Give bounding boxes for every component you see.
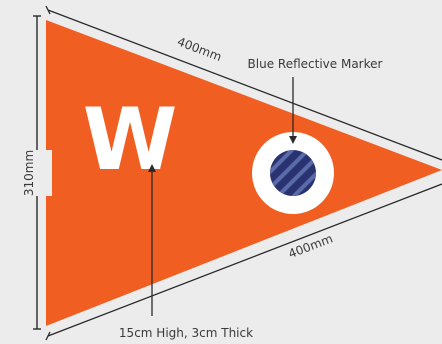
top-edge-dimension-line xyxy=(47,9,442,161)
flag-triangle xyxy=(46,20,442,326)
bottom-edge-tick-start xyxy=(45,331,51,341)
marker-callout-label: Blue Reflective Marker xyxy=(248,57,383,71)
top-edge-tick-start xyxy=(45,5,51,15)
reflective-marker xyxy=(252,132,334,214)
pennant-flag xyxy=(46,20,442,326)
bottom-edge-dimension-line xyxy=(47,183,442,337)
marker-callout: Blue Reflective Marker xyxy=(248,57,383,144)
flag-letter: W xyxy=(83,90,178,190)
top-edge-label: 400mm xyxy=(175,34,223,64)
bottom-edge-label: 400mm xyxy=(286,231,334,261)
letter-callout-label: 15cm High, 3cm Thick xyxy=(119,326,253,340)
height-label: 310mm xyxy=(22,150,36,196)
marker-blue-disc xyxy=(270,150,316,196)
letter-callout: 15cm High, 3cm Thick xyxy=(119,164,253,340)
height-dimension: 310mm xyxy=(22,15,52,330)
